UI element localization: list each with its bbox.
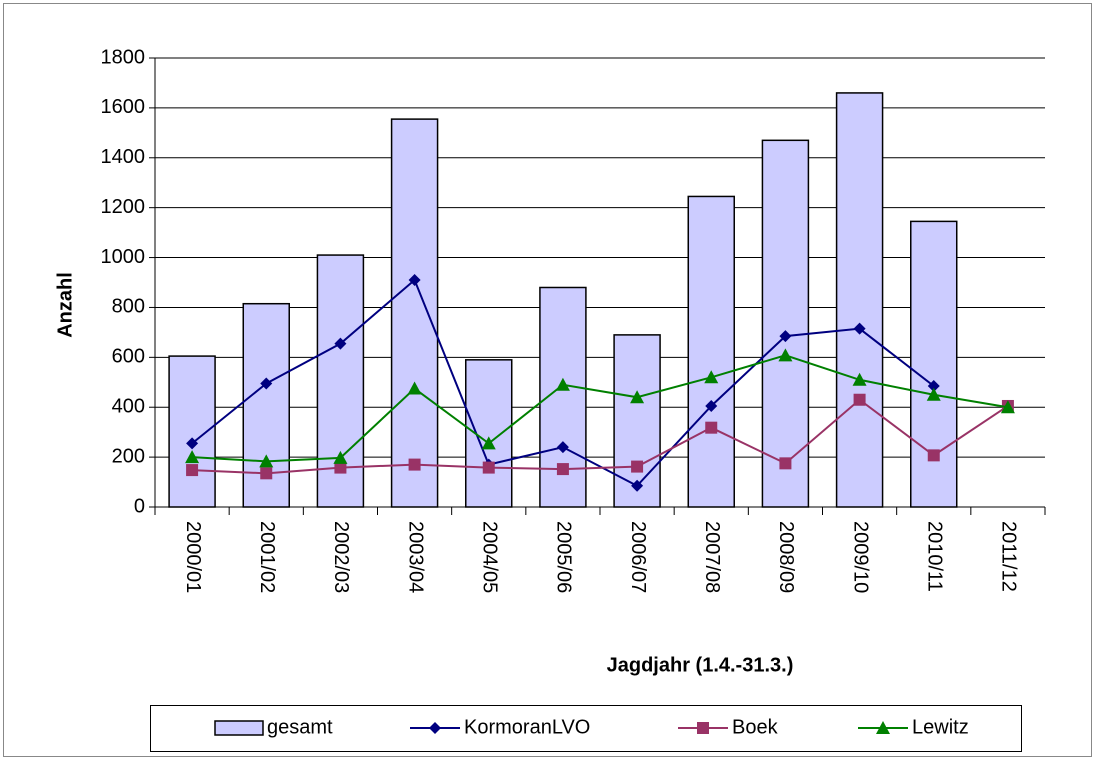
- x-tick-label: 2005/06: [553, 521, 575, 593]
- marker: [778, 348, 793, 362]
- marker: [779, 457, 792, 470]
- y-tick-label: 1200: [101, 196, 146, 218]
- bar: [761, 139, 810, 508]
- marker: [876, 721, 890, 734]
- marker: [186, 464, 199, 477]
- marker: [852, 372, 867, 386]
- bar: [465, 359, 513, 508]
- legend-label: KormoranLVO: [464, 716, 590, 738]
- marker: [333, 450, 348, 464]
- x-tick-label: 2011/12: [998, 521, 1020, 592]
- marker: [1000, 400, 1015, 414]
- marker: [260, 467, 273, 480]
- x-tick-label: 2002/03: [330, 521, 352, 593]
- marker: [259, 454, 274, 468]
- marker: [630, 390, 645, 404]
- x-tick-label: 2009/10: [849, 521, 871, 593]
- y-tick-label: 400: [112, 396, 145, 418]
- marker: [482, 461, 495, 474]
- marker: [697, 722, 709, 734]
- x-tick-label: 2004/05: [478, 521, 500, 593]
- legend-swatch: [214, 720, 264, 736]
- legend-label: Lewitz: [912, 716, 969, 738]
- marker: [407, 381, 422, 395]
- y-tick-label: 200: [112, 445, 145, 467]
- y-tick-label: 0: [134, 495, 145, 517]
- marker: [704, 370, 719, 384]
- marker: [555, 377, 570, 391]
- x-tick-label: 2001/02: [256, 521, 278, 593]
- line: [192, 398, 1009, 475]
- marker: [556, 463, 569, 476]
- bar: [390, 118, 439, 508]
- x-tick-label: 2006/07: [627, 521, 649, 593]
- bar: [835, 92, 884, 508]
- y-tick-label: 800: [112, 296, 145, 318]
- y-tick-label: 1600: [101, 96, 146, 118]
- x-tick-label: 2008/09: [775, 521, 797, 593]
- y-tick-label: 1000: [101, 246, 146, 268]
- bar: [910, 220, 958, 508]
- marker: [927, 380, 940, 393]
- marker: [705, 421, 718, 434]
- legend-label: Boek: [732, 716, 779, 738]
- marker: [429, 722, 441, 734]
- marker: [408, 458, 421, 471]
- marker: [853, 393, 866, 406]
- marker: [185, 450, 200, 464]
- x-tick-label: 2007/08: [701, 521, 723, 593]
- legend-label: gesamt: [267, 716, 333, 738]
- marker: [927, 449, 940, 462]
- marker: [186, 437, 199, 450]
- marker: [334, 337, 347, 350]
- marker: [260, 377, 273, 390]
- marker: [334, 461, 347, 474]
- y-tick-label: 1400: [101, 146, 146, 168]
- x-axis-title: Jagdjahr (1.4.-31.3.): [607, 654, 794, 676]
- y-tick-label: 600: [112, 346, 145, 368]
- marker: [556, 441, 569, 454]
- x-tick-label: 2010/11: [923, 521, 945, 592]
- marker: [481, 436, 496, 450]
- bar: [687, 195, 735, 508]
- line: [192, 354, 1009, 463]
- x-tick-label: 2003/04: [404, 521, 426, 593]
- marker: [631, 479, 644, 492]
- x-tick-label: 2000/01: [182, 521, 204, 593]
- y-axis-title: Anzahl: [54, 272, 76, 338]
- marker: [408, 274, 421, 287]
- y-tick-label: 1800: [101, 46, 146, 68]
- marker: [779, 330, 792, 343]
- marker: [705, 399, 718, 412]
- marker: [926, 387, 941, 401]
- marker: [853, 322, 866, 335]
- marker: [631, 460, 644, 473]
